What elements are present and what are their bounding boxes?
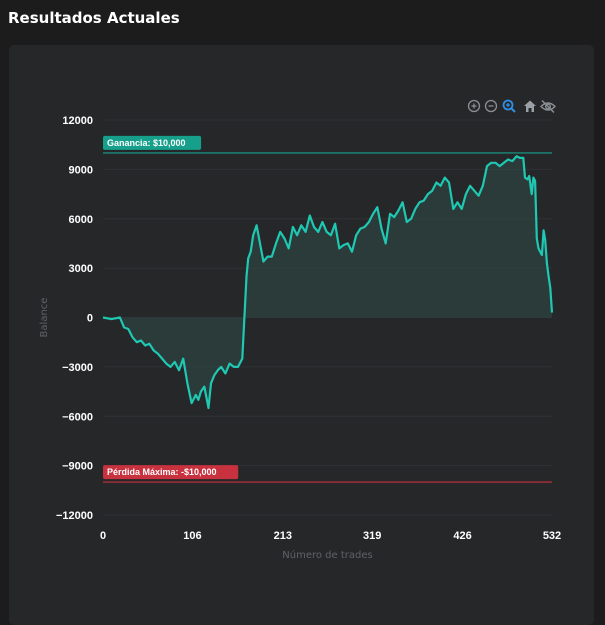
x-tick-label: 532 [543,530,561,542]
eye-off-icon[interactable] [540,99,556,114]
balance-area [103,156,552,408]
y-tick-label: 12000 [62,115,93,127]
annotation-label: Pérdida Máxima: -$10,000 [107,467,217,477]
zoom-out-icon[interactable] [484,99,498,113]
annotation-label: Ganancia: $10,000 [107,138,186,148]
y-axis-ticks: 12000 9000 6000 3000 0 −3000 −6000 −9000 −12000 [56,115,93,522]
y-tick-label: 6000 [69,214,93,226]
x-tick-label: 0 [100,530,106,542]
x-axis-title: Número de trades [282,549,372,561]
y-tick-label: −6000 [62,411,93,423]
chart-toolbar [467,99,556,114]
balance-line [102,155,554,410]
annotations: Ganancia: $10,000 Pérdida Máxima: -$10,00… [103,135,552,483]
y-tick-label: 9000 [69,164,93,176]
annotation-badge [103,465,239,480]
x-tick-label: 319 [363,530,381,542]
zoom-in-icon[interactable] [467,99,481,113]
y-tick-label: 3000 [69,263,93,275]
x-tick-label: 106 [183,530,201,542]
page-title: Resultados Actuales [8,9,180,27]
x-tick-label: 213 [274,530,292,542]
zoom-selection-icon[interactable] [502,99,516,113]
y-tick-label: −9000 [62,461,93,473]
y-tick-label: 0 [87,313,93,325]
balance-chart: Ganancia: $10,000 Pérdida Máxima: -$10,00… [39,99,561,561]
x-axis-ticks: 0 106 213 319 426 532 [100,530,561,542]
x-tick-label: 426 [453,530,471,542]
home-reset-icon[interactable] [524,100,536,113]
annotation-badge [103,135,202,150]
y-tick-label: −3000 [62,362,93,374]
y-axis-title: Balance [39,298,50,338]
chart-card: Ganancia: $10,000 Pérdida Máxima: -$10,00… [9,45,594,625]
y-tick-label: −12000 [56,510,93,522]
